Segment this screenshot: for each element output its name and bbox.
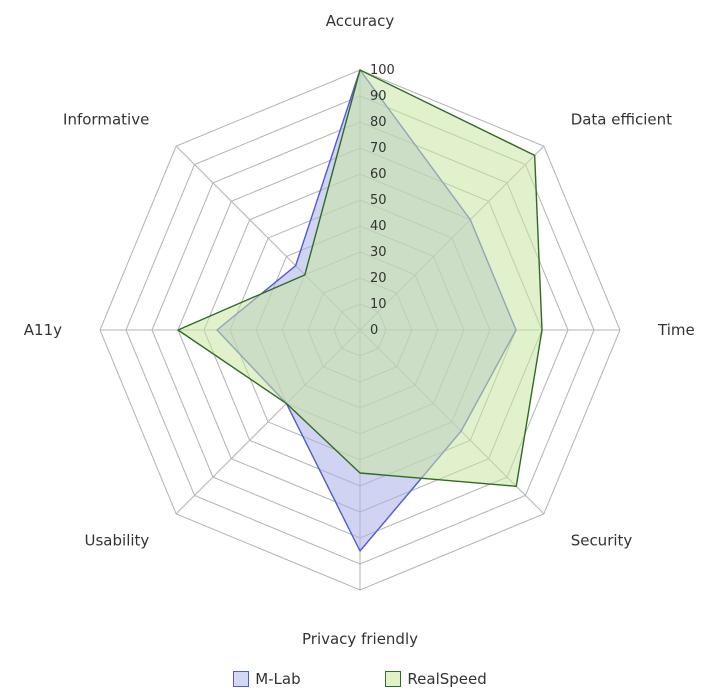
svg-text:40: 40 [370,219,387,234]
svg-text:20: 20 [370,271,387,286]
svg-text:0: 0 [370,323,378,338]
svg-text:Data efficient: Data efficient [571,110,672,128]
legend-swatch-realspeed [385,671,401,687]
svg-text:Security: Security [571,532,633,550]
svg-text:80: 80 [370,115,387,130]
legend-label-mlab: M-Lab [255,670,300,688]
legend-item-mlab: M-Lab [233,670,300,688]
svg-text:60: 60 [370,167,387,182]
svg-text:Time: Time [657,321,695,339]
svg-text:70: 70 [370,141,387,156]
svg-text:10: 10 [370,297,387,312]
svg-text:A11y: A11y [24,321,62,339]
svg-text:Usability: Usability [85,532,150,550]
svg-text:Privacy friendly: Privacy friendly [302,630,418,648]
radar-chart: 0 10 20 30 40 50 60 70 80 90 100 Accuracy Data effic… [0,0,720,695]
legend: M-Lab RealSpeed [0,670,720,691]
svg-text:Informative: Informative [63,110,149,128]
svg-text:50: 50 [370,193,387,208]
legend-item-realspeed: RealSpeed [385,670,486,688]
svg-text:Accuracy: Accuracy [326,12,395,30]
svg-text:30: 30 [370,245,387,260]
svg-text:100: 100 [370,63,395,78]
radar-svg: 0 10 20 30 40 50 60 70 80 90 100 Accuracy Data effic… [0,0,720,695]
legend-swatch-mlab [233,671,249,687]
legend-label-realspeed: RealSpeed [407,670,486,688]
svg-text:90: 90 [370,89,387,104]
